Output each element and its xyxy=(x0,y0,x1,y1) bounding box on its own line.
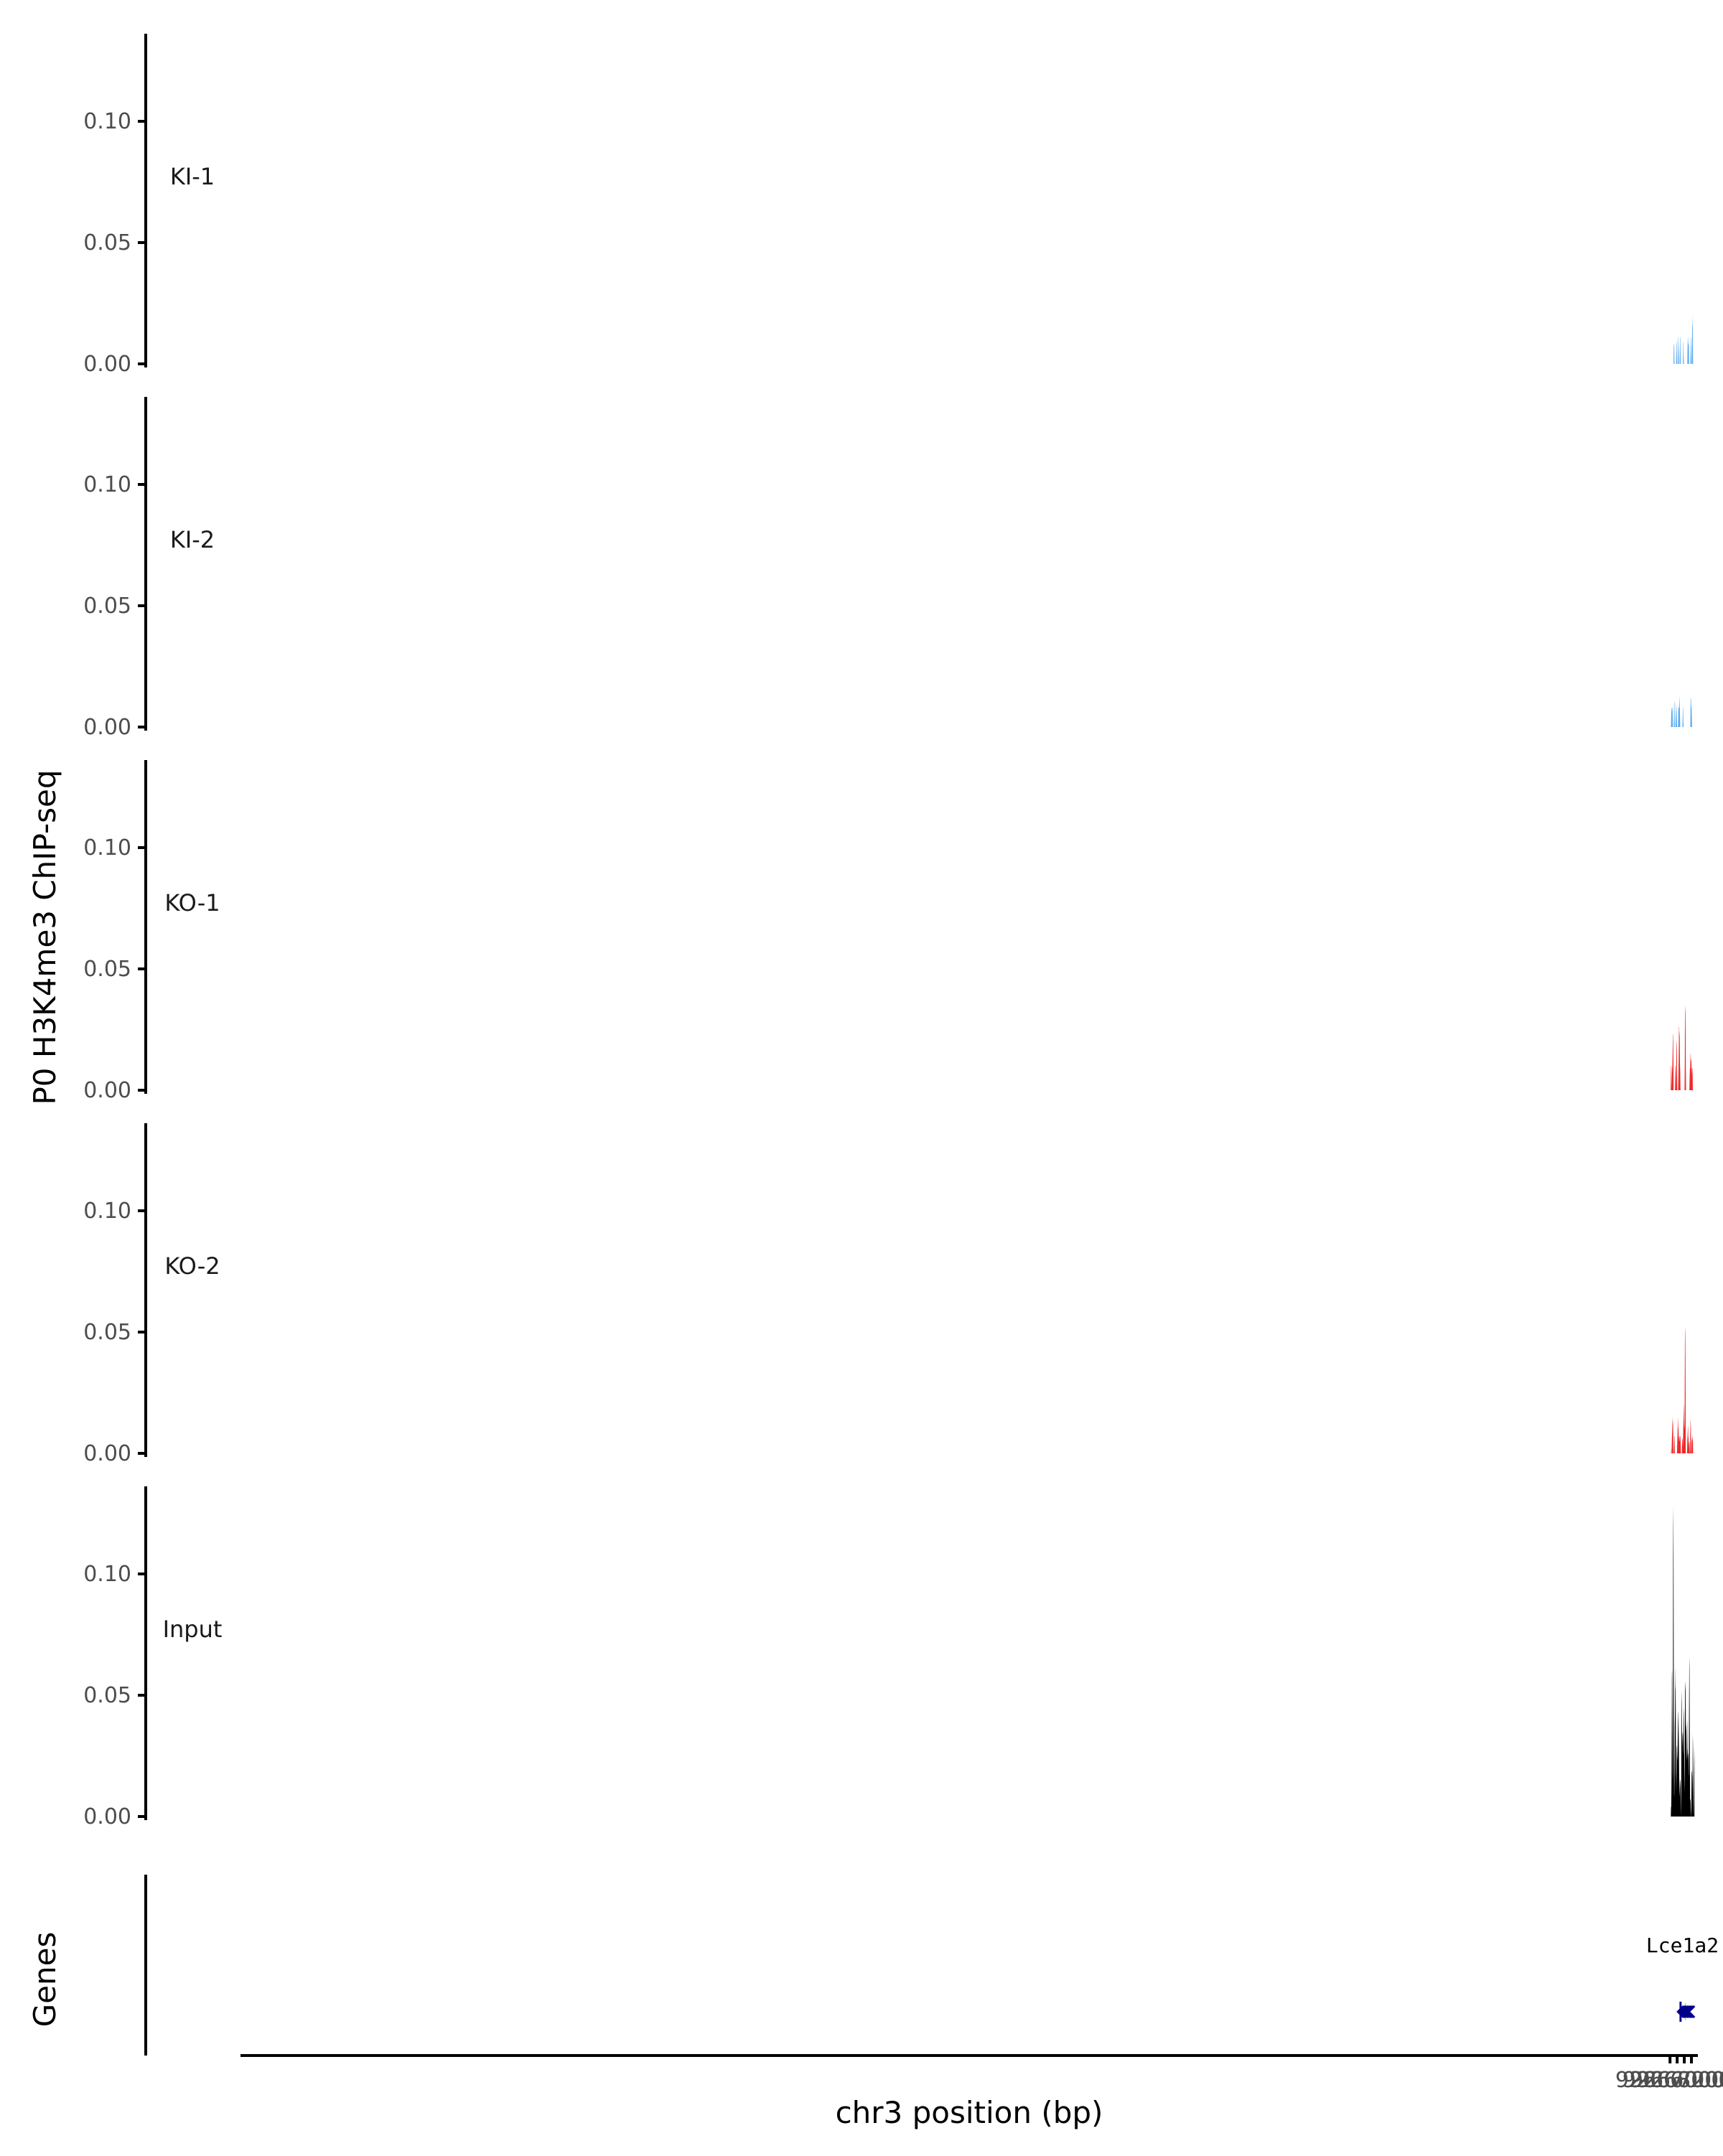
x-tick-label: 92672000 xyxy=(1637,2068,1723,2093)
track-label: Input xyxy=(163,1616,223,1643)
y-tick-label: 0.00 xyxy=(83,1078,131,1103)
y-tick-label: 0.00 xyxy=(83,352,131,377)
track-label: KI-2 xyxy=(170,526,215,553)
y-tick-label: 0.00 xyxy=(83,1441,131,1466)
y-tick-label: 0.05 xyxy=(83,957,131,982)
track-ki-1: 0.00 0.05 0.10 KI-1 xyxy=(83,34,1693,377)
signal-area-ko-2 xyxy=(1671,1327,1693,1453)
signal-area-ko-1 xyxy=(1671,1006,1693,1090)
signal-area-ki-1 xyxy=(1673,315,1693,364)
x-axis: 92666000926680009267000092672000 xyxy=(241,2056,1723,2093)
y-tick-label: 0.00 xyxy=(83,1804,131,1829)
track-ko-2: 0.00 0.05 0.10 KO-2 xyxy=(83,1123,1693,1466)
track-ki-2: 0.00 0.05 0.10 KI-2 xyxy=(83,397,1692,740)
track-label: KI-1 xyxy=(170,163,215,190)
x-axis-title: chr3 position (bp) xyxy=(836,2095,1103,2130)
tracks-layer: 0.00 0.05 0.10 KI-1 0.00 0.05 0.10 KI-2 0.00 0.05… xyxy=(83,34,1694,1829)
genes-track-title: Genes xyxy=(27,1932,62,2028)
y-tick-label: 0.05 xyxy=(83,1320,131,1345)
y-tick-label: 0.10 xyxy=(83,835,131,861)
signal-area-input xyxy=(1671,1506,1694,1817)
y-tick-label: 0.05 xyxy=(83,594,131,619)
signal-area-ki-2 xyxy=(1671,695,1692,727)
y-axis-title: P0 H3K4me3 ChIP-seq xyxy=(27,769,62,1105)
y-tick-label: 0.10 xyxy=(83,472,131,497)
y-tick-label: 0.00 xyxy=(83,715,131,740)
track-input: 0.00 0.05 0.10 Input xyxy=(83,1486,1694,1829)
y-tick-label: 0.10 xyxy=(83,1199,131,1224)
y-tick-label: 0.10 xyxy=(83,1562,131,1587)
y-tick-label: 0.05 xyxy=(83,1683,131,1708)
gene-name-label: Lce1a2 xyxy=(1646,1934,1719,1957)
y-tick-label: 0.10 xyxy=(83,109,131,134)
genes-track: Lce1a2 xyxy=(146,1875,1719,2056)
track-label: KO-2 xyxy=(164,1252,220,1280)
track-ko-1: 0.00 0.05 0.10 KO-1 xyxy=(83,760,1693,1103)
y-tick-label: 0.05 xyxy=(83,230,131,256)
track-label: KO-1 xyxy=(164,889,220,917)
